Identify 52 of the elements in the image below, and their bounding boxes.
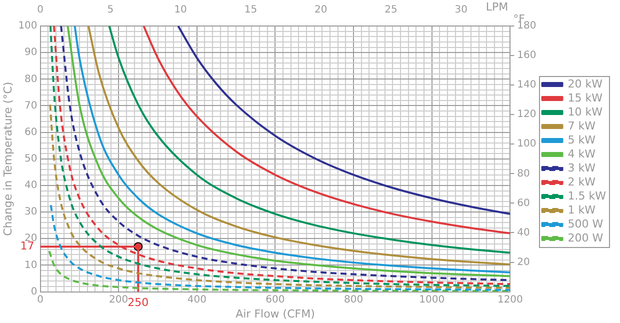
y2-tick-label: 80 [517,168,530,180]
x-tick-label: 400 [187,294,206,306]
y2-tick-label: 40 [517,227,530,238]
line-series [142,26,510,234]
x-tick-label: 200 [109,294,128,306]
y-tick-label: 50 [24,153,38,164]
x2-tick-label: 15 [244,4,258,16]
x-tick-label: 800 [344,294,364,306]
legend-label: 15 kW [568,91,603,104]
x-tick-label: 600 [266,294,285,306]
line-series [177,26,510,215]
legend-label: 4 kW [568,147,596,160]
y2-tick-label: 160 [517,50,536,62]
x2-axis-title: LPM [486,0,508,14]
y-tick-label: 70 [24,100,38,112]
legend-label: 200 W [568,231,604,244]
legend-label: 1.5 kW [568,189,606,202]
y2-tick-label: 20 [517,256,530,268]
legend-label: 1 kW [568,203,596,216]
line-series [50,204,510,291]
y-axis-title: Change in Temperature (°C) [1,82,14,236]
annotation: 250 [128,296,149,310]
legend-label: 2 kW [568,175,596,188]
x2-tick-label: 5 [107,4,114,16]
y-tick-label: 30 [24,206,38,218]
x2-tick-label: 20 [314,4,328,16]
line-series [48,250,510,292]
y2-tick-label: 100 [517,138,536,150]
legend-label: 500 W [568,217,604,230]
legend-label: 7 kW [568,119,596,132]
x-axis-title: Air Flow (CFM) [236,307,315,320]
y-tick-label: 80 [24,74,38,85]
x-tick-label: 1000 [419,294,445,306]
legend-label: 20 kW [568,77,603,90]
x2-tick-label: 30 [454,4,468,16]
line-series [49,104,510,289]
y-tick-label: 100 [18,20,38,32]
legend-label: 3 kW [568,161,596,174]
y-tick-label: 0 [30,286,38,298]
x2-tick-label: 25 [384,4,398,16]
y2-tick-label: 120 [517,109,536,120]
y-tick-label: 90 [24,47,38,58]
y-tick-label: 40 [24,180,38,192]
legend-label: 10 kW [568,105,603,118]
y2-tick-label: 140 [517,80,536,91]
y2-tick-label: 60 [517,198,530,209]
y-tick-label: 10 [24,260,38,271]
x-tick-label: 1200 [497,294,523,306]
x2-tick-label: 10 [174,4,187,16]
legend-label: 5 kW [568,133,596,146]
y-tick-label: 60 [24,126,38,138]
y2-tick-label: 180 [517,20,536,32]
